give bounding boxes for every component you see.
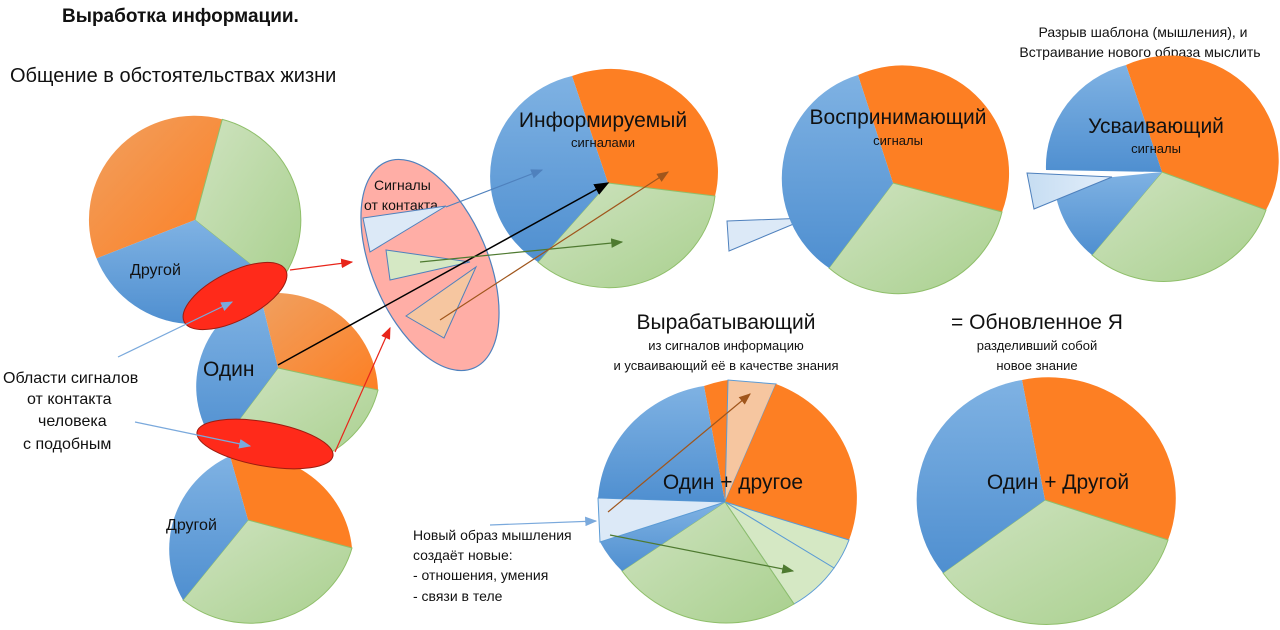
pie-top-other: Другой (88, 115, 302, 325)
pie-bottom-other-label: Другой (166, 517, 217, 534)
perceiving-sub: сигналы (873, 133, 923, 148)
perceived-signal-wedge (726, 217, 809, 252)
arrow-black-to-informed (277, 182, 610, 366)
contact-caption-line-3: человека (38, 413, 107, 430)
pattern-break-line-1: Разрыв шаблона (мышления), и (1039, 24, 1248, 40)
pattern-break-line-2: Встраивание нового образа мыслить (1019, 44, 1260, 60)
pie-assimilating: Усваивающий сигналы (1045, 55, 1279, 282)
pie-producing: Один + другое (597, 379, 857, 624)
pie-middle-one-label: Один (203, 358, 254, 381)
new-thinking-line-2: создаёт новые: (413, 547, 513, 563)
signal-wedge-green (385, 249, 471, 281)
page-subtitle: Общение в обстоятельствах жизни (10, 65, 336, 87)
assimilating-title: Усваивающий (1088, 115, 1224, 138)
renewed-pie-label: Один + Другой (987, 471, 1129, 494)
pie-top-other-label: Другой (130, 262, 181, 279)
arrow-brown-to-informed (439, 171, 670, 321)
contact-areas-caption: Области сигналов от контакта человека с … (3, 370, 138, 453)
signals-label-line-1: Сигналы (374, 177, 431, 193)
contact-caption-line-1: Области сигналов (3, 370, 138, 387)
pie-renewed: Один + Другой (916, 377, 1176, 625)
perceiving-title: Воспринимающий (810, 106, 987, 129)
new-thinking-line-4: - связи в теле (413, 588, 503, 604)
informed-sub: сигналами (571, 135, 635, 150)
pattern-break-wedge (1026, 172, 1113, 210)
pie-bottom-other: Другой (166, 454, 353, 624)
producing-pie-label: Один + другое (663, 471, 803, 494)
assimilating-sub: сигналы (1131, 141, 1181, 156)
arrow-green-producing (609, 534, 795, 574)
arrow-green-to-informed (419, 238, 624, 263)
page-title: Выработка информации. (62, 6, 299, 27)
contact-zone-bottom (196, 418, 334, 470)
contact-caption-line-4: с подобным (23, 436, 111, 453)
arrow-blue-to-informed (445, 169, 544, 208)
renewed-sub-2: новое знание (996, 358, 1077, 373)
producing-sub-1: из сигналов информацию (648, 338, 804, 353)
pie-perceiving: Воспринимающий сигналы (781, 65, 1010, 295)
producing-title: Вырабатывающий (636, 311, 815, 334)
informed-title: Информируемый (519, 109, 687, 132)
caption-pointer-bottom (134, 421, 252, 449)
producing-sub-2: и усваивающий её в качестве знания (614, 358, 839, 373)
signal-wedge-peach (405, 265, 478, 339)
signal-wedge-blue (362, 205, 447, 253)
arrow-brown-producing (607, 393, 751, 513)
renewed-sub-1: разделивший собой (977, 338, 1098, 353)
contact-caption-line-2: от контакта (27, 391, 112, 408)
renewed-title: = Обновленное Я (951, 311, 1123, 334)
new-thinking-line-3: - отношения, умения (413, 567, 548, 583)
new-thinking-pointer (489, 516, 598, 527)
caption-pointer-top (117, 301, 234, 358)
arrow-contact-to-signals-bottom (334, 326, 391, 453)
pie-informed: Информируемый сигналами (490, 68, 718, 289)
new-thinking-line-1: Новый образ мышления (413, 527, 572, 543)
arrow-contact-to-signals-top (289, 258, 354, 271)
signals-label-line-2: от контакта (364, 197, 438, 213)
